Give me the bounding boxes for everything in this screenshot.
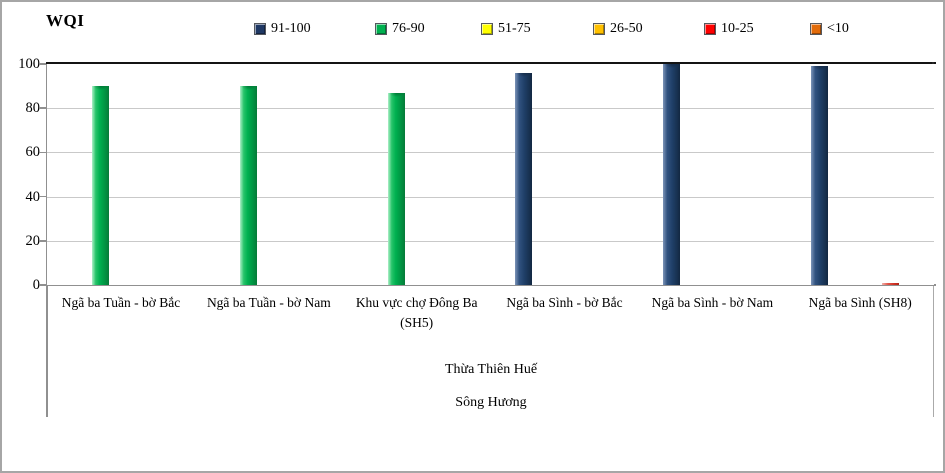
province-label: Thừa Thiên Huế: [444, 362, 538, 377]
category-label: Ngã ba Tuần - bờ Bắc: [61, 295, 181, 310]
legend-item: 26-50: [593, 21, 643, 37]
y-tick-mark: [39, 284, 46, 286]
category-label: Khu vực chợ Đông Ba (SH5): [355, 295, 478, 330]
bar-91-100-cat3: [514, 72, 532, 285]
gridline: [47, 152, 934, 154]
plot-area: [47, 64, 934, 285]
legend-label: 91-100: [271, 21, 311, 36]
y-tick-label: 20: [25, 232, 41, 249]
legend-item: 51-75: [481, 21, 531, 37]
y-tick-label: 80: [25, 100, 41, 117]
category-label: Ngã ba Sình - bờ Bắc: [506, 295, 623, 310]
y-tick-mark: [39, 63, 46, 65]
legend-label: 26-50: [610, 21, 643, 36]
legend-label: 51-75: [498, 21, 531, 36]
y-tick-mark: [39, 240, 46, 242]
bar-cap-shading: [388, 92, 406, 98]
legend-label: <10: [827, 21, 849, 36]
legend-item: <10: [810, 21, 849, 37]
category-label: Ngã ba Tuần - bờ Nam: [206, 295, 331, 310]
bar-cap-shading: [240, 86, 258, 92]
category-label: Ngã ba Sình - bờ Nam: [651, 295, 774, 310]
y-tick-mark: [39, 151, 46, 154]
legend-swatch-icon: [593, 23, 605, 35]
gridline: [47, 240, 934, 242]
bar-cap-shading: [662, 64, 680, 69]
bar-cap-shading: [514, 72, 532, 78]
chart-title: WQI: [46, 11, 85, 30]
y-tick-mark: [39, 195, 46, 198]
y-axis-line: [46, 62, 48, 417]
bar-91-100-cat4: [662, 64, 680, 285]
plot-border-top: [46, 62, 936, 65]
bar-91-100-cat5: [810, 66, 828, 285]
legend-item: 76-90: [375, 21, 425, 37]
y-tick-label: 100: [18, 56, 40, 72]
legend-swatch-icon: [375, 23, 387, 35]
river-label: Sông Hương: [455, 395, 527, 410]
y-tick-mark: [39, 107, 46, 109]
bar-cap-shading: [92, 86, 110, 92]
bar-76-90-cat0: [92, 86, 110, 285]
bar-76-90-cat2: [388, 92, 406, 285]
bar-10-25-cat5: [881, 282, 899, 285]
legend-item: 91-100: [254, 21, 311, 37]
legend-label: 76-90: [392, 21, 425, 36]
legend-swatch-icon: [254, 23, 266, 35]
gridline: [47, 108, 934, 110]
legend-swatch-icon: [481, 23, 493, 35]
legend-swatch-icon: [810, 23, 822, 35]
category-right-border: [932, 286, 935, 417]
category-label: Ngã ba Sình (SH8): [808, 295, 912, 310]
y-tick-label: 40: [25, 188, 41, 205]
legend-swatch-icon: [704, 23, 716, 35]
legend-label: 10-25: [721, 21, 754, 36]
bar-cap-shading: [810, 66, 828, 72]
y-tick-label: 0: [32, 277, 40, 293]
gridline: [47, 196, 934, 198]
y-tick-label: 60: [25, 144, 41, 161]
bar-76-90-cat1: [240, 86, 258, 285]
legend-item: 10-25: [704, 21, 754, 37]
